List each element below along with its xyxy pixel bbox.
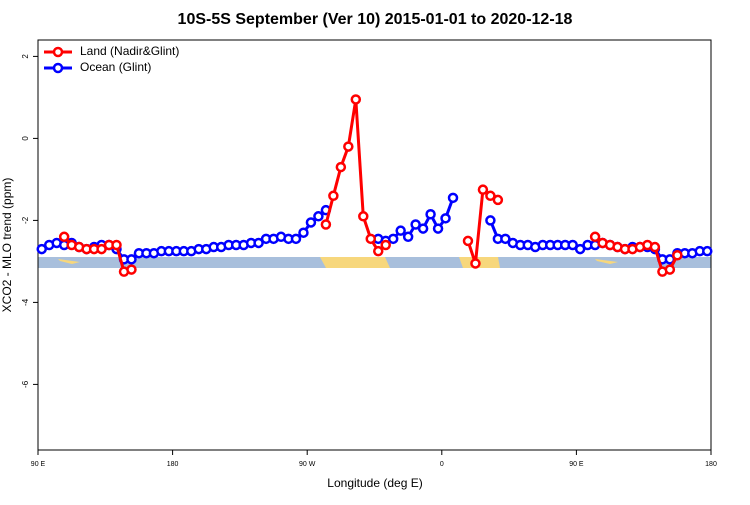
land-shape <box>58 259 80 264</box>
data-point <box>485 190 496 202</box>
data-point <box>358 211 369 222</box>
data-point <box>447 192 459 204</box>
y-tick-label: 0 <box>21 136 30 141</box>
data-point <box>402 231 414 243</box>
data-point <box>672 250 683 261</box>
data-point <box>387 233 399 245</box>
data-point <box>328 190 339 202</box>
y-axis-label: XCO2 - MLO trend (ppm) <box>0 178 14 313</box>
y-tick-label: -4 <box>21 298 30 306</box>
data-point <box>126 254 137 265</box>
data-point <box>470 258 481 269</box>
data-point <box>425 209 436 220</box>
data-point <box>500 233 511 245</box>
data-point <box>126 264 137 275</box>
legend: Land (Nadir&Glint) Ocean (Glint) <box>44 44 179 74</box>
data-point <box>410 219 421 230</box>
x-tick-label: 90 W <box>299 461 316 468</box>
chart-title: 10S-5S September (Ver 10) 2015-01-01 to … <box>178 11 573 28</box>
data-point <box>589 231 601 243</box>
x-axis-label: Longitude (deg E) <box>327 476 422 490</box>
data-point <box>380 239 391 251</box>
data-point <box>253 237 264 249</box>
x-tick-label: 180 <box>167 461 179 468</box>
data-point <box>335 161 347 173</box>
x-tick-label: 0 <box>440 461 444 468</box>
data-point <box>320 219 332 230</box>
x-tick-label: 90 E <box>31 461 46 468</box>
data-point <box>365 233 377 245</box>
data-point <box>440 213 451 224</box>
y-tick-label: -6 <box>21 380 30 388</box>
data-point <box>298 227 309 238</box>
x-tick-label: 180 <box>705 461 717 468</box>
legend-label: Ocean (Glint) <box>80 60 151 74</box>
x-tick-label: 90 E <box>569 461 584 468</box>
data-point <box>290 233 302 245</box>
plot-frame <box>37 39 712 451</box>
data-point <box>58 231 70 243</box>
data-point <box>343 141 354 152</box>
data-point <box>417 223 429 234</box>
data-point <box>372 245 384 257</box>
data-point <box>649 241 661 253</box>
data-point <box>462 235 474 247</box>
y-tick-label: -2 <box>21 216 30 224</box>
data-point <box>36 243 47 255</box>
data-point <box>567 239 578 251</box>
legend-marker <box>52 46 64 58</box>
data-point <box>350 94 362 105</box>
data-point <box>111 239 122 251</box>
data-point <box>395 225 406 236</box>
data-point <box>96 243 107 255</box>
land-shape <box>320 257 390 268</box>
land-shape <box>595 259 618 264</box>
data-point <box>702 245 713 257</box>
data-point <box>305 217 317 228</box>
y-tick-label: 2 <box>21 54 30 59</box>
map-strip <box>38 257 711 268</box>
legend-label: Land (Nadir&Glint) <box>80 44 179 58</box>
data-point <box>432 223 444 234</box>
legend-marker <box>52 62 64 74</box>
data-point <box>492 194 504 206</box>
data-point <box>477 184 489 195</box>
data-point <box>664 264 676 275</box>
data-point <box>485 215 496 226</box>
data-point <box>313 211 324 222</box>
data-point <box>574 243 586 255</box>
